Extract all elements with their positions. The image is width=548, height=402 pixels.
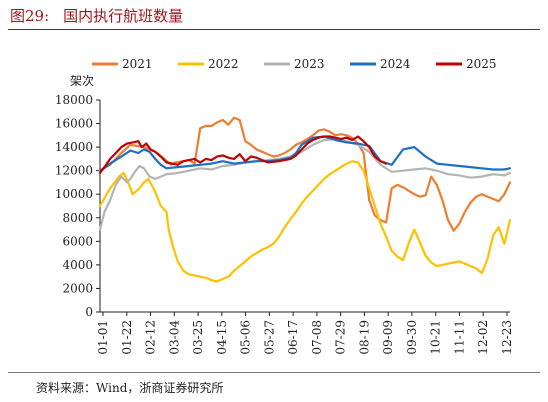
figure-title: 图29: 国内执行航班数量 — [10, 5, 183, 26]
x-tick-label: 06-17 — [286, 320, 300, 355]
y-tick-label: 0 — [85, 305, 93, 319]
x-tick-label: 07-29 — [334, 320, 348, 355]
figure-title-text: 国内执行航班数量 — [63, 7, 184, 25]
series-line-2023 — [98, 137, 512, 231]
source-note: 资料来源：Wind，浙商证券研究所 — [36, 381, 224, 395]
y-tick-label: 2000 — [62, 281, 93, 295]
y-axis: 0 2000 4000 6000 8000 10000 12000 14000 16000 180… — [55, 93, 101, 319]
x-tick-label: 04-15 — [215, 320, 229, 355]
series-line-2025 — [98, 135, 388, 175]
title-rule — [8, 29, 540, 30]
x-tick-label: 03-25 — [191, 320, 205, 355]
series-line-2022 — [98, 160, 512, 283]
y-tick-label: 16000 — [55, 117, 93, 131]
x-tick-label: 12-23 — [500, 320, 514, 355]
x-tick-label: 12-02 — [476, 320, 490, 355]
legend-label-2022: 2022 — [208, 57, 239, 71]
x-tick-label: 02-12 — [144, 320, 158, 355]
y-tick-label: 4000 — [62, 258, 93, 272]
series-line-2021 — [98, 116, 512, 232]
x-tick-label: 03-04 — [167, 320, 181, 355]
x-tick-label: 08-19 — [357, 320, 371, 355]
x-tick-label: 11-11 — [452, 320, 466, 355]
y-tick-label: 6000 — [62, 234, 93, 248]
x-tick-label: 09-30 — [405, 320, 419, 355]
series-line-2024 — [98, 135, 512, 172]
legend-label-2023: 2023 — [294, 57, 325, 71]
figure-number: 图29: — [10, 7, 50, 25]
y-tick-label: 14000 — [55, 140, 93, 154]
y-axis-label: 架次 — [70, 74, 94, 88]
line-chart: 2021 2022 2023 2024 2025 架次 0 2000 4000 6000 800… — [55, 57, 514, 355]
legend-label-2025: 2025 — [466, 57, 497, 71]
legend-label-2024: 2024 — [380, 57, 411, 71]
y-tick-label: 10000 — [55, 187, 93, 201]
legend: 2021 2022 2023 2024 2025 — [92, 57, 497, 71]
footer-rule — [8, 372, 540, 373]
y-tick-label: 18000 — [55, 93, 93, 107]
x-axis: 01-01 01-22 02-12 03-04 03-25 04-15 05-06 05-27… — [96, 311, 514, 355]
x-tick-label: 01-22 — [120, 320, 134, 355]
x-tick-label: 01-01 — [96, 320, 110, 355]
x-tick-label: 05-06 — [239, 320, 253, 355]
x-tick-label: 05-27 — [262, 320, 276, 355]
y-tick-label: 8000 — [62, 211, 93, 225]
legend-label-2021: 2021 — [122, 57, 153, 71]
y-tick-label: 12000 — [55, 164, 93, 178]
x-tick-label: 09-09 — [381, 320, 395, 355]
plot-area — [98, 116, 512, 283]
x-tick-label: 07-08 — [310, 320, 324, 355]
x-tick-label: 10-21 — [429, 320, 443, 355]
